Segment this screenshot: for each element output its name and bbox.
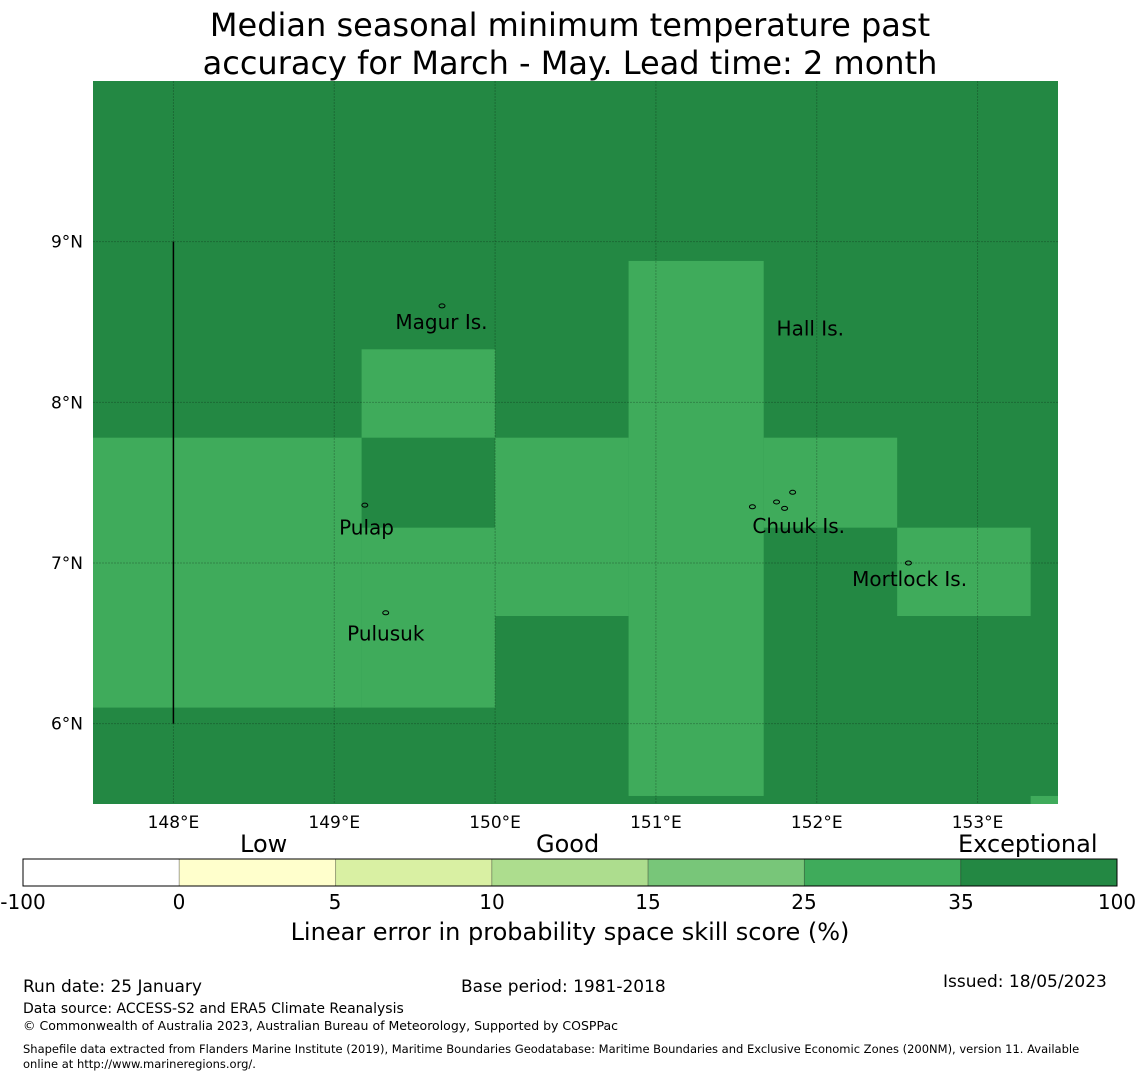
issued-date: Issued: 18/05/2023	[943, 972, 1107, 992]
skill-cell-good	[1030, 795, 1058, 804]
skill-cell-good	[495, 437, 629, 617]
place-label: Chuuk Is.	[752, 514, 845, 538]
skill-cell-good	[361, 349, 496, 438]
place-label: Pulap	[339, 516, 394, 540]
island-outline	[781, 505, 789, 511]
colorbar-segment	[335, 858, 493, 887]
colorbar-segment	[647, 858, 805, 887]
skill-cell-good	[897, 527, 1031, 617]
colorbar-segment	[960, 858, 1118, 887]
latitude-tick-label: 8°N	[51, 393, 83, 413]
colorbar-tick-label: 100	[1097, 890, 1137, 914]
place-label: Hall Is.	[777, 316, 844, 340]
longitude-tick-label: 148°E	[148, 813, 200, 833]
latitude-tick-label: 7°N	[51, 554, 83, 574]
category-low-label: Low	[240, 830, 288, 858]
colorbar-frame	[22, 858, 1118, 887]
island-outline	[773, 499, 781, 505]
colorbar-tick-label: -100	[0, 890, 46, 914]
longitude-tick-label: 152°E	[791, 813, 843, 833]
colorbar-tick-label: 0	[172, 890, 186, 914]
latitude-tick-label: 9°N	[51, 233, 83, 253]
copyright: © Commonwealth of Australia 2023, Austra…	[23, 1018, 618, 1033]
latitude-tick-label: 6°N	[51, 715, 83, 735]
colorbar-segment	[803, 858, 962, 887]
run-date: Run date: 25 January	[23, 977, 202, 997]
island-outline	[438, 303, 446, 309]
colorbar-tick-label: 5	[328, 890, 342, 914]
data-source: Data source: ACCESS-S2 and ERA5 Climate …	[23, 1001, 404, 1017]
colorbar-segment	[22, 858, 180, 887]
colorbar-segment	[491, 858, 649, 887]
colorbar-tick-label: 15	[635, 890, 661, 914]
place-label: Pulusuk	[347, 622, 425, 646]
island-outline	[789, 489, 797, 495]
category-exceptional-label: Exceptional	[958, 830, 1098, 858]
skill-cell-good	[93, 437, 362, 708]
colorbar-tick-label: 10	[479, 890, 505, 914]
chart-title-line-1: Median seasonal minimum temperature past	[209, 6, 931, 44]
colorbar-tick-label: 35	[948, 890, 974, 914]
island-outline	[904, 560, 912, 566]
base-period: Base period: 1981-2018	[461, 977, 666, 997]
colorbar-title: Linear error in probability space skill …	[290, 918, 850, 946]
shapefile-credit-line-2: online at http://www.marineregions.org/.	[23, 1057, 256, 1071]
skill-cell-good	[763, 437, 898, 528]
longitude-tick-label: 150°E	[469, 813, 521, 833]
longitude-tick-label: 151°E	[630, 813, 682, 833]
colorbar-tick-label: 25	[791, 890, 817, 914]
colorbar-segment	[178, 858, 337, 887]
chart-title-line-2: accuracy for March - May. Lead time: 2 m…	[202, 44, 938, 82]
longitude-tick-label: 149°E	[308, 813, 360, 833]
place-label: Magur Is.	[395, 310, 487, 334]
island-outline	[748, 504, 756, 510]
island-outline	[361, 502, 369, 508]
category-good-label: Good	[536, 830, 600, 858]
longitude-tick-label: 153°E	[952, 813, 1004, 833]
place-label: Mortlock Is.	[852, 567, 967, 591]
shapefile-credit-line-1: Shapefile data extracted from Flanders M…	[23, 1042, 1080, 1056]
skill-cell-good	[628, 260, 764, 796]
skill-cell-good	[361, 527, 496, 708]
island-outline	[382, 610, 390, 616]
